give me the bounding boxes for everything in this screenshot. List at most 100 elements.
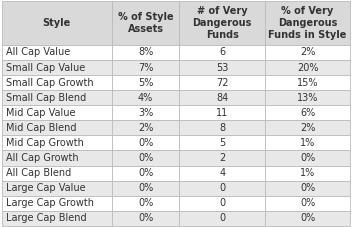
- Bar: [112, 211, 180, 226]
- Bar: [265, 196, 350, 211]
- Text: 0: 0: [219, 183, 225, 193]
- Text: 0%: 0%: [300, 183, 315, 193]
- Text: 4: 4: [219, 168, 225, 178]
- Text: Large Cap Blend: Large Cap Blend: [6, 213, 87, 223]
- Bar: [2, 136, 112, 151]
- Text: 6: 6: [219, 47, 225, 57]
- Bar: [2, 45, 112, 60]
- Bar: [112, 60, 180, 75]
- Text: Mid Cap Blend: Mid Cap Blend: [6, 123, 76, 133]
- Text: 1%: 1%: [300, 138, 315, 148]
- Text: All Cap Value: All Cap Value: [6, 47, 70, 57]
- Bar: [180, 181, 265, 196]
- Text: 2: 2: [219, 153, 225, 163]
- Text: 0%: 0%: [138, 183, 153, 193]
- Text: % of Very
Dangerous
Funds in Style: % of Very Dangerous Funds in Style: [268, 6, 347, 40]
- Text: 2%: 2%: [300, 123, 315, 133]
- Bar: [180, 45, 265, 60]
- Bar: [265, 45, 350, 60]
- Bar: [2, 211, 112, 226]
- Text: 6%: 6%: [300, 108, 315, 118]
- Text: 13%: 13%: [297, 93, 318, 103]
- Text: 8%: 8%: [138, 47, 153, 57]
- Text: 5%: 5%: [138, 78, 153, 88]
- Bar: [112, 1, 180, 45]
- Bar: [2, 151, 112, 165]
- Bar: [180, 136, 265, 151]
- Bar: [180, 105, 265, 120]
- Text: 53: 53: [216, 63, 228, 73]
- Bar: [112, 181, 180, 196]
- Text: Mid Cap Growth: Mid Cap Growth: [6, 138, 84, 148]
- Bar: [112, 136, 180, 151]
- Text: 0%: 0%: [138, 153, 153, 163]
- Bar: [180, 120, 265, 136]
- Text: Small Cap Growth: Small Cap Growth: [6, 78, 94, 88]
- Text: 0%: 0%: [138, 168, 153, 178]
- Text: Large Cap Growth: Large Cap Growth: [6, 198, 94, 208]
- Text: # of Very
Dangerous
Funds: # of Very Dangerous Funds: [193, 6, 252, 40]
- Text: 7%: 7%: [138, 63, 153, 73]
- Bar: [2, 1, 112, 45]
- Bar: [265, 165, 350, 181]
- Bar: [112, 105, 180, 120]
- Bar: [2, 75, 112, 90]
- Bar: [2, 165, 112, 181]
- Bar: [112, 45, 180, 60]
- Text: 4%: 4%: [138, 93, 153, 103]
- Bar: [180, 60, 265, 75]
- Text: 3%: 3%: [138, 108, 153, 118]
- Bar: [112, 120, 180, 136]
- Text: 8: 8: [219, 123, 225, 133]
- Text: 0%: 0%: [300, 213, 315, 223]
- Text: Style: Style: [43, 18, 71, 28]
- Bar: [180, 211, 265, 226]
- Bar: [180, 196, 265, 211]
- Bar: [180, 165, 265, 181]
- Bar: [265, 1, 350, 45]
- Bar: [265, 120, 350, 136]
- Text: Mid Cap Value: Mid Cap Value: [6, 108, 75, 118]
- Text: 0%: 0%: [138, 138, 153, 148]
- Bar: [180, 1, 265, 45]
- Bar: [265, 75, 350, 90]
- Text: Small Cap Blend: Small Cap Blend: [6, 93, 86, 103]
- Text: 2%: 2%: [300, 47, 315, 57]
- Text: 0: 0: [219, 198, 225, 208]
- Text: 0%: 0%: [138, 198, 153, 208]
- Text: Large Cap Value: Large Cap Value: [6, 183, 86, 193]
- Bar: [2, 120, 112, 136]
- Bar: [265, 181, 350, 196]
- Text: 0%: 0%: [300, 153, 315, 163]
- Bar: [2, 105, 112, 120]
- Bar: [265, 90, 350, 105]
- Text: 11: 11: [216, 108, 228, 118]
- Bar: [2, 181, 112, 196]
- Text: Small Cap Value: Small Cap Value: [6, 63, 85, 73]
- Bar: [112, 90, 180, 105]
- Bar: [265, 60, 350, 75]
- Bar: [265, 151, 350, 165]
- Bar: [112, 151, 180, 165]
- Bar: [265, 136, 350, 151]
- Text: % of Style
Assets: % of Style Assets: [118, 12, 173, 34]
- Bar: [180, 75, 265, 90]
- Bar: [112, 75, 180, 90]
- Bar: [2, 60, 112, 75]
- Text: 0: 0: [219, 213, 225, 223]
- Text: 1%: 1%: [300, 168, 315, 178]
- Text: 15%: 15%: [297, 78, 318, 88]
- Text: 0%: 0%: [138, 213, 153, 223]
- Text: 2%: 2%: [138, 123, 153, 133]
- Bar: [265, 211, 350, 226]
- Text: 72: 72: [216, 78, 228, 88]
- Bar: [180, 151, 265, 165]
- Text: All Cap Blend: All Cap Blend: [6, 168, 71, 178]
- Text: All Cap Growth: All Cap Growth: [6, 153, 78, 163]
- Bar: [112, 196, 180, 211]
- Text: 0%: 0%: [300, 198, 315, 208]
- Bar: [2, 196, 112, 211]
- Bar: [265, 105, 350, 120]
- Bar: [180, 90, 265, 105]
- Bar: [2, 90, 112, 105]
